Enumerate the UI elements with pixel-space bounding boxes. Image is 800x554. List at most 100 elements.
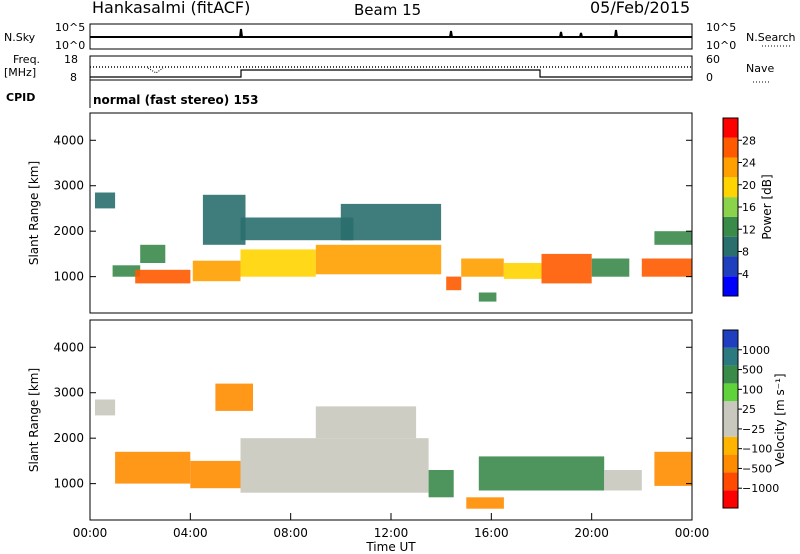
- nave-dip: [147, 67, 164, 74]
- scatter-region: [240, 217, 354, 241]
- colorbar-swatch: [723, 347, 738, 366]
- scatter-region: [461, 258, 504, 277]
- colorbar-tick-label: −25: [742, 423, 765, 436]
- colorbar-swatch: [723, 436, 738, 455]
- scatter-region: [604, 470, 642, 491]
- freq-label-1: Freq.: [13, 53, 40, 66]
- scatter-region: [115, 451, 191, 484]
- colorbar-tick-label: 100: [742, 383, 763, 396]
- scatter-region: [202, 194, 246, 245]
- y-tick-label: 4000: [53, 340, 84, 354]
- velocity-colorbar: 1000 500 100 25 −25 −100 −500 −1000 Velocity [m…: [722, 329, 787, 509]
- scatter-region: [192, 260, 241, 282]
- colorbar-swatch: [723, 197, 738, 217]
- scatter-region: [478, 292, 497, 302]
- scatter-region: [315, 406, 417, 439]
- power-colorbar: 28 24 20 16 12 8 4 Power [dB]: [722, 117, 774, 297]
- colorbar-tick-label: 1000: [742, 344, 770, 357]
- power-colorbar-ticks: 28 24 20 16 12 8 4: [738, 134, 756, 281]
- y-tick-label: 3000: [53, 386, 84, 400]
- colorbar-swatch: [723, 236, 738, 257]
- velocity-panel: 4000 3000 2000 1000 00:00 04:00 08:00 12:00 16:…: [27, 319, 710, 554]
- beam-title: Beam 15: [354, 1, 421, 19]
- colorbar-swatch: [723, 454, 738, 473]
- scatter-region: [654, 451, 692, 486]
- colorbar-tick-label: 8: [742, 246, 749, 259]
- y-tick-label: 3000: [53, 179, 84, 193]
- colorbar-swatch: [723, 256, 738, 277]
- y-tick-label: 2000: [53, 431, 84, 445]
- y-tick-label: 4000: [53, 133, 84, 147]
- velocity-regions: [95, 383, 692, 509]
- freq-label-2: [MHz]: [4, 66, 36, 79]
- scatter-region: [478, 456, 605, 491]
- scatter-region: [591, 258, 630, 277]
- x-tick-label: 00:00: [73, 526, 108, 540]
- scatter-region: [466, 497, 504, 509]
- power-frame: [89, 112, 693, 314]
- y-tick-label: 2000: [53, 224, 84, 238]
- colorbar-swatch: [723, 401, 738, 419]
- velocity-colorbar-swatches: [723, 330, 738, 508]
- scatter-region: [340, 203, 442, 241]
- colorbar-swatch: [723, 365, 738, 384]
- colorbar-swatch: [723, 383, 738, 402]
- nsearch-tick-top: 10^5: [706, 21, 736, 34]
- x-tick-label: 12:00: [374, 526, 409, 540]
- colorbar-tick-label: 16: [742, 201, 756, 214]
- scatter-region: [428, 470, 454, 498]
- freq-tick-bottom: 8: [70, 71, 77, 84]
- velocity-colorbar-label: Velocity [m s⁻¹]: [773, 373, 787, 466]
- colorbar-tick-label: 28: [742, 134, 756, 147]
- nave-tick-top: 60: [706, 53, 720, 66]
- scatter-region: [190, 460, 241, 489]
- y-tick-label: 1000: [53, 477, 84, 491]
- station-title: Hankasalmi (fitACF): [92, 0, 250, 17]
- velocity-colorbar-ticks: 1000 500 100 25 −25 −100 −500 −1000: [738, 344, 779, 495]
- noise-trace: [90, 28, 692, 38]
- scatter-region: [654, 231, 692, 245]
- nsearch-tick-bottom: 10^0: [706, 39, 736, 52]
- x-tick-label: 08:00: [273, 526, 308, 540]
- x-tick-label: 04:00: [173, 526, 208, 540]
- colorbar-tick-label: 20: [742, 179, 756, 192]
- velocity-colorbar-frame: [722, 329, 739, 509]
- colorbar-swatch: [723, 419, 738, 437]
- velocity-ylabel: Slant Range [km]: [27, 368, 41, 472]
- colorbar-tick-label: 500: [742, 364, 763, 377]
- cpid-label: CPID: [6, 91, 35, 104]
- freq-trace: [90, 69, 692, 78]
- nsky-tick-bottom: 10^0: [55, 39, 85, 52]
- colorbar-swatch: [723, 177, 738, 198]
- colorbar-swatch: [723, 137, 738, 158]
- colorbar-tick-label: 24: [742, 157, 756, 170]
- power-panel: 4000 3000 2000 1000 Slant Range [km]: [27, 112, 693, 314]
- power-ylabel: Slant Range [km]: [27, 161, 41, 265]
- x-tick-label: 16:00: [474, 526, 509, 540]
- x-tick-label: 00:00: [675, 526, 710, 540]
- nsky-tick-top: 10^5: [55, 21, 85, 34]
- colorbar-swatch: [723, 330, 738, 348]
- nave-tick-bottom: 0: [706, 71, 713, 84]
- colorbar-swatch: [723, 276, 738, 296]
- scatter-region: [541, 253, 592, 284]
- colorbar-swatch: [723, 118, 738, 138]
- colorbar-swatch: [723, 490, 738, 508]
- scatter-region: [315, 244, 442, 275]
- scatter-region: [240, 438, 429, 493]
- colorbar-tick-label: 12: [742, 223, 756, 236]
- scatter-region: [112, 265, 141, 277]
- colorbar-tick-label: −1000: [742, 482, 779, 495]
- colorbar-tick-label: −100: [742, 443, 772, 456]
- scatter-region: [641, 258, 692, 277]
- scatter-region: [140, 244, 166, 263]
- cpid-text: normal (fast stereo) 153: [93, 93, 259, 107]
- nsky-label: N.Sky: [4, 31, 36, 44]
- velocity-yticks: 4000 3000 2000 1000: [53, 340, 692, 491]
- scatter-region: [135, 269, 191, 284]
- freq-panel: [89, 55, 693, 81]
- power-colorbar-label: Power [dB]: [760, 174, 774, 239]
- colorbar-swatch: [723, 157, 738, 178]
- freq-tick-top: 18: [64, 53, 78, 66]
